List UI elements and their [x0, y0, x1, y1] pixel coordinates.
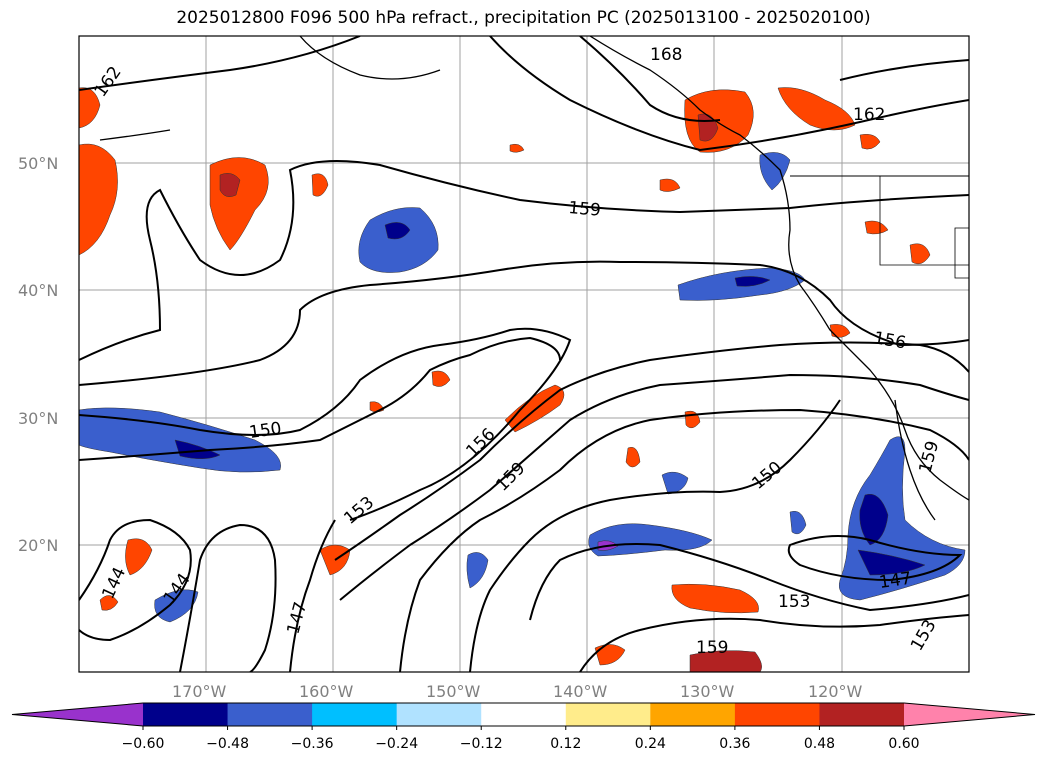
colorbar-tick-label: 0.24 — [635, 736, 666, 752]
colorbar: −0.60 −0.48 −0.36 −0.24 −0.12 0.12 0.24 0.36 0.4… — [11, 702, 1036, 752]
height-contours — [79, 36, 969, 672]
contour-label-168: 168 — [650, 45, 682, 65]
plot-area — [79, 36, 969, 672]
colorbar-tick-label: 0.60 — [888, 736, 919, 752]
lat-label-20n: 20°N — [18, 536, 58, 555]
colorbar-bin-9 — [819, 703, 905, 726]
lon-label-140w: 140°W — [553, 682, 608, 701]
lat-label-30n: 30°N — [18, 409, 58, 428]
contour-label-150-west: 150 — [248, 419, 283, 443]
colorbar-bin-0 — [12, 703, 143, 726]
lon-label-130w: 130°W — [680, 682, 735, 701]
colorbar-bin-4 — [396, 703, 482, 726]
colorbar-tick-label: 0.12 — [550, 736, 581, 752]
lon-label-150w: 150°W — [426, 682, 481, 701]
contour-label-159-north: 159 — [568, 198, 602, 221]
colorbar-bin-7 — [650, 703, 736, 726]
colorbar-bin-3 — [312, 703, 398, 726]
colorbar-bin-1 — [143, 703, 229, 726]
colorbar-tick-label: −0.60 — [122, 736, 165, 752]
lon-label-160w: 160°W — [299, 682, 354, 701]
coastline — [99, 36, 969, 521]
lat-label-40n: 40°N — [18, 281, 58, 300]
longitude-labels: 170°W 160°W 150°W 140°W 130°W 120°W — [172, 682, 863, 701]
lon-label-120w: 120°W — [808, 682, 863, 701]
colorbar-tick-label: −0.36 — [291, 736, 334, 752]
lat-label-50n: 50°N — [18, 154, 58, 173]
colorbar-tick-label: −0.48 — [206, 736, 249, 752]
colorbar-bin-8 — [734, 703, 820, 726]
lon-label-170w: 170°W — [172, 682, 227, 701]
colorbar-tick-label: 0.48 — [804, 736, 835, 752]
contour-label-159-south: 159 — [696, 638, 728, 658]
colorbar-bin-2 — [227, 703, 313, 726]
colorbar-tick-label: −0.12 — [460, 736, 503, 752]
contour-label-153-south: 153 — [778, 592, 810, 612]
colorbar-tick-label: −0.24 — [375, 736, 418, 752]
contour-label-147-east: 147 — [878, 569, 913, 593]
precip-anomaly-fill — [79, 87, 966, 672]
map-title: 2025012800 F096 500 hPa refract., precip… — [176, 8, 871, 28]
colorbar-bin-5 — [481, 703, 567, 726]
contour-label-162-east: 162 — [853, 105, 885, 125]
colorbar-bin-10 — [904, 703, 1035, 726]
latitude-labels: 50°N 40°N 30°N 20°N — [18, 154, 58, 555]
colorbar-bin-6 — [565, 703, 651, 726]
colorbar-tick-label: 0.36 — [719, 736, 750, 752]
plot-frame — [78, 35, 970, 673]
